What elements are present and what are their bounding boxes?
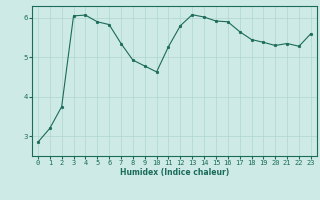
X-axis label: Humidex (Indice chaleur): Humidex (Indice chaleur) (120, 168, 229, 177)
